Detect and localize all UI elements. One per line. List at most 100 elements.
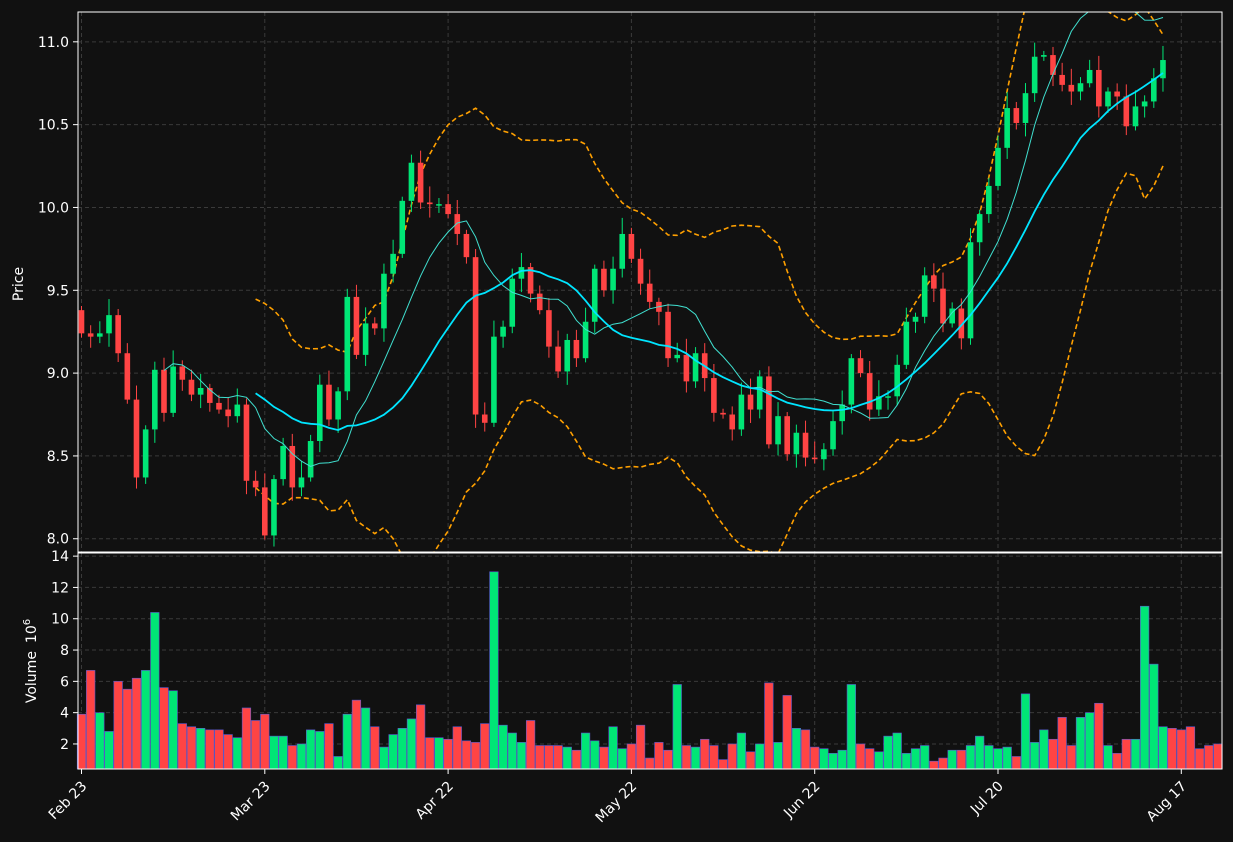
volume-bar	[342, 713, 352, 770]
candle-down	[573, 339, 580, 359]
bollinger-lower-line	[255, 165, 1164, 552]
volume-bar	[819, 748, 829, 770]
volume-bar	[1057, 717, 1067, 770]
candle-up	[1151, 78, 1157, 102]
candle-up	[1160, 60, 1166, 79]
volume-bar	[95, 712, 105, 770]
candle-up	[408, 162, 415, 201]
volume-bar	[1121, 738, 1131, 770]
volume-tick-label: 6	[60, 674, 69, 690]
volume-bar	[104, 731, 114, 770]
volume-bar	[727, 743, 737, 770]
candle-down	[115, 315, 121, 354]
candle-up	[564, 339, 571, 372]
candle-up	[848, 358, 855, 405]
volume-bar	[416, 704, 426, 770]
candle-up	[271, 479, 277, 536]
candle-down	[866, 373, 873, 410]
volume-bar	[489, 571, 499, 770]
volume-bar	[452, 726, 462, 770]
candle-up	[307, 441, 314, 478]
volume-bar	[379, 746, 389, 770]
volume-bar	[709, 745, 719, 770]
volume-bar	[113, 681, 123, 770]
candle-up	[967, 242, 974, 339]
candle-up	[362, 323, 369, 355]
volume-bar	[232, 737, 242, 770]
price-tick-label: 11.0	[38, 35, 69, 51]
candle-up	[921, 275, 928, 317]
sma-long-line	[255, 72, 1164, 432]
price-tick-label: 10.0	[38, 200, 69, 216]
volume-bar	[131, 677, 142, 770]
candle-up	[142, 429, 149, 478]
volume-bar	[86, 670, 96, 770]
volume-bar	[1112, 753, 1122, 770]
candle-up	[1141, 101, 1148, 107]
volume-bar	[1130, 738, 1141, 770]
candle-up	[316, 384, 323, 442]
price-y-ticks: 8.0 8.5 9.0 9.5 10.0 10.5 11.0	[38, 35, 78, 548]
candle-up	[1031, 56, 1038, 94]
volume-bar	[901, 753, 911, 770]
price-tick-label: 10.5	[38, 118, 69, 134]
volume-bar	[562, 746, 572, 770]
candle-up	[591, 268, 598, 322]
candle-down	[445, 204, 451, 215]
volume-bar	[278, 735, 288, 770]
candle-up	[1132, 106, 1139, 127]
volume-bar	[810, 746, 820, 770]
sma-short-line	[163, 12, 1164, 467]
volume-bar	[296, 743, 307, 770]
candle-up	[509, 278, 516, 327]
volume-bar	[865, 748, 875, 770]
candle-up	[582, 321, 589, 359]
volume-bar	[241, 707, 252, 770]
candle-up	[903, 321, 910, 365]
candle-up	[335, 391, 341, 420]
candle-up	[491, 336, 497, 423]
volume-bar	[929, 760, 939, 770]
volume-bar	[580, 732, 591, 770]
volume-bar	[507, 732, 517, 770]
candle-down	[417, 162, 424, 203]
volume-bar	[846, 684, 856, 770]
volume-bar	[333, 756, 343, 770]
candle-down	[87, 333, 94, 337]
candle-down	[472, 257, 479, 415]
volume-tick-label: 10	[51, 612, 69, 628]
candle-up	[610, 268, 616, 291]
candle-down	[628, 233, 635, 259]
candle-down	[1096, 69, 1102, 107]
candle-up	[1086, 69, 1093, 84]
candle-down	[481, 414, 488, 423]
candle-down	[784, 416, 791, 455]
candle-down	[252, 480, 259, 488]
candle-down	[289, 445, 296, 488]
volume-bar	[1075, 717, 1086, 770]
candle-up	[976, 214, 983, 243]
volume-bar	[956, 749, 966, 770]
candle-down	[857, 358, 864, 374]
candle-down	[1123, 96, 1130, 127]
candle-up	[793, 432, 800, 455]
volume-bar	[498, 724, 508, 770]
volume-bar	[324, 723, 334, 770]
volume-bar	[626, 743, 636, 770]
volume-bar	[351, 699, 362, 770]
volume-bar	[590, 740, 600, 770]
volume-bar	[1103, 745, 1113, 770]
candle-up	[949, 308, 955, 324]
volume-bar	[1185, 726, 1196, 770]
price-tick-label: 9.5	[47, 283, 69, 299]
volume-bar	[260, 713, 270, 770]
candle-down	[958, 308, 965, 339]
volume-tick-label: 4	[60, 706, 69, 722]
candle-up	[390, 253, 396, 274]
candle-down	[326, 384, 332, 420]
candle-up	[197, 388, 204, 395]
volume-bar	[516, 742, 527, 770]
volume-bar	[718, 759, 728, 770]
candle-up	[344, 296, 351, 392]
candles	[78, 42, 1166, 547]
